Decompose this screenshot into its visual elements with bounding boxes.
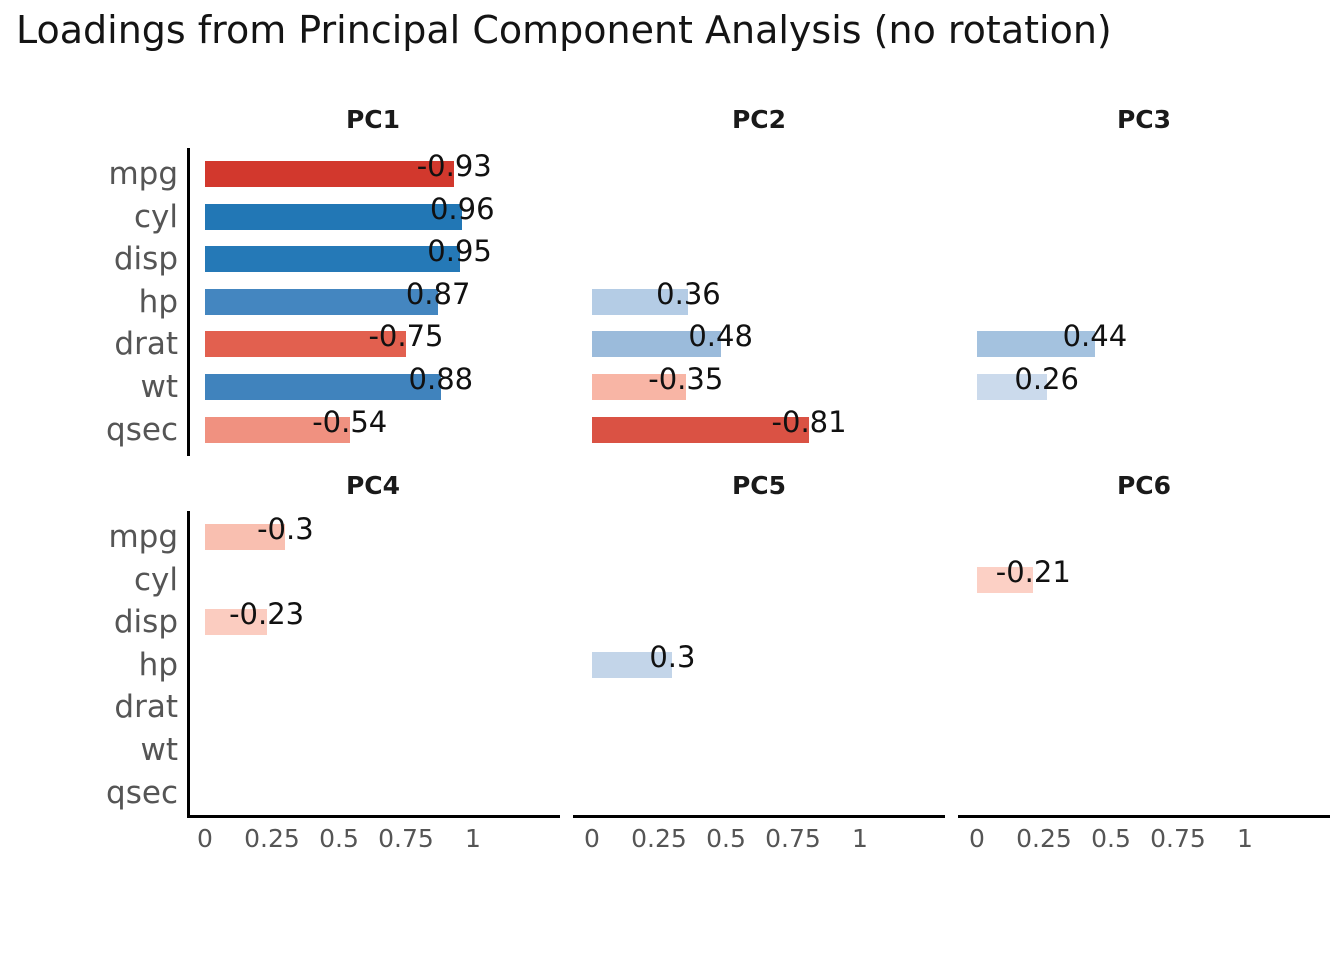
panel-title-pc2: PC2 xyxy=(731,105,787,134)
bar-value-label-pc1-hp: 0.87 xyxy=(405,276,471,311)
bar-value-label-pc1-wt: 0.88 xyxy=(408,362,474,396)
bar-value-label-pc4-disp: -0.23 xyxy=(229,597,305,632)
x-tick-label-pc6-0.25: 0.25 xyxy=(1016,824,1072,853)
bar-pc1-disp xyxy=(205,246,460,273)
bar-value-label-pc2-qsec: -0.81 xyxy=(771,404,847,439)
y-axis-label-pc4-wt: wt xyxy=(140,732,178,768)
figure-title: Loadings from Principal Component Analys… xyxy=(16,8,1112,52)
x-tick-label-pc6-0.75: 0.75 xyxy=(1150,824,1206,853)
bar-pc2-hp xyxy=(592,288,689,315)
bar-pc1-drat xyxy=(205,331,406,358)
bar-pc1-cyl xyxy=(205,203,463,230)
y-axis-label-pc4-qsec: qsec xyxy=(106,774,178,811)
x-tick-label-pc5-0.5: 0.5 xyxy=(706,824,746,853)
y-axis-label-pc4-disp: disp xyxy=(113,604,178,641)
x-tick-label-pc6-0: 0 xyxy=(969,824,985,853)
x-tick-label-pc6-0.5: 0.5 xyxy=(1091,824,1131,853)
bar-value-label-pc6-cyl: -0.21 xyxy=(995,554,1071,589)
x-tick-label-pc5-0.75: 0.75 xyxy=(765,824,821,853)
bar-pc1-hp xyxy=(205,288,439,315)
x-tick-label-pc5-1: 1 xyxy=(852,824,868,853)
panel-title-pc1: PC1 xyxy=(345,105,401,134)
bar-pc4-disp xyxy=(205,609,267,636)
x-tick-label-pc4-0.25: 0.25 xyxy=(244,824,300,853)
x-tick-label-pc5-0.25: 0.25 xyxy=(631,824,687,853)
x-tick-label-pc5-0: 0 xyxy=(584,824,600,853)
bar-pc4-mpg xyxy=(205,524,286,550)
bar-pc6-cyl xyxy=(977,566,1034,593)
bar-pc3-wt xyxy=(977,374,1047,400)
x-tick-label-pc4-0: 0 xyxy=(197,824,213,853)
y-axis-label-pc1-cyl: cyl xyxy=(133,198,178,235)
bar-pc2-drat xyxy=(592,331,721,358)
panel-title-pc5: PC5 xyxy=(731,471,787,500)
bar-value-label-pc1-qsec: -0.54 xyxy=(312,404,388,439)
x-tick-label-pc4-1: 1 xyxy=(465,824,481,853)
bar-pc2-qsec xyxy=(592,416,810,443)
bar-pc2-wt xyxy=(592,374,686,400)
bar-value-label-pc1-disp: 0.95 xyxy=(427,234,492,269)
bar-value-label-pc3-wt: 0.26 xyxy=(1014,362,1079,396)
y-axis-label-pc4-hp: hp xyxy=(138,646,178,683)
bar-value-label-pc1-drat: -0.75 xyxy=(368,319,444,354)
y-axis-label-pc1-qsec: qsec xyxy=(106,411,178,448)
y-axis-label-pc1-drat: drat xyxy=(114,326,178,363)
y-axis-spine-pc1 xyxy=(187,148,190,456)
x-tick-label-pc4-0.5: 0.5 xyxy=(319,824,359,853)
x-tick-label-pc6-1: 1 xyxy=(1237,824,1253,853)
bar-pc1-qsec xyxy=(205,416,350,443)
panel-title-pc6: PC6 xyxy=(1116,471,1172,500)
y-axis-label-pc4-mpg: mpg xyxy=(108,519,178,555)
bar-value-label-pc4-mpg: -0.3 xyxy=(257,512,314,546)
bar-pc1-mpg xyxy=(205,161,455,187)
bar-value-label-pc2-hp: 0.36 xyxy=(656,276,721,311)
bar-value-label-pc1-cyl: 0.96 xyxy=(429,191,495,226)
x-axis-spine-pc6 xyxy=(958,815,1330,818)
panel-title-pc3: PC3 xyxy=(1116,105,1172,134)
y-axis-label-pc4-cyl: cyl xyxy=(133,561,178,598)
bar-value-label-pc2-drat: 0.48 xyxy=(688,319,753,354)
bar-pc3-drat xyxy=(977,331,1095,358)
bar-value-label-pc3-drat: 0.44 xyxy=(1062,319,1128,354)
bar-value-label-pc1-mpg: -0.93 xyxy=(416,149,492,183)
y-axis-label-pc1-hp: hp xyxy=(138,283,178,320)
x-tick-label-pc4-0.75: 0.75 xyxy=(378,824,434,853)
bar-pc5-hp xyxy=(592,651,673,678)
y-axis-label-pc1-disp: disp xyxy=(113,241,178,278)
bar-pc1-wt xyxy=(205,374,441,400)
y-axis-label-pc4-drat: drat xyxy=(114,689,178,726)
bar-value-label-pc5-hp: 0.3 xyxy=(649,639,696,674)
y-axis-label-pc1-mpg: mpg xyxy=(108,156,178,192)
x-axis-spine-pc4 xyxy=(187,815,560,818)
x-axis-spine-pc5 xyxy=(573,815,945,818)
y-axis-spine-pc4 xyxy=(187,511,190,818)
bar-value-label-pc2-wt: -0.35 xyxy=(648,362,724,396)
panel-title-pc4: PC4 xyxy=(345,471,401,500)
y-axis-label-pc1-wt: wt xyxy=(140,369,178,405)
